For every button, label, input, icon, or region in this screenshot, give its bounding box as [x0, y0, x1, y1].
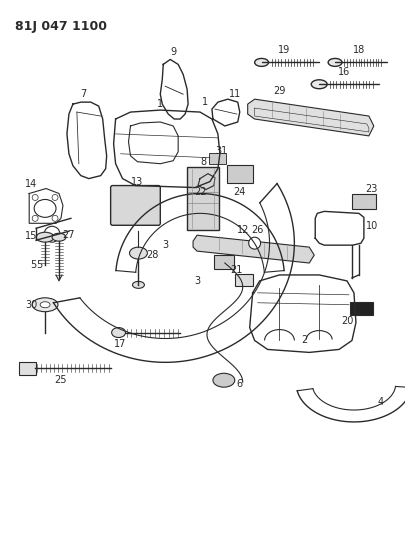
Text: 14: 14: [25, 179, 37, 189]
Circle shape: [248, 237, 260, 249]
Ellipse shape: [129, 247, 147, 259]
Text: 22: 22: [193, 187, 206, 197]
FancyBboxPatch shape: [234, 274, 252, 286]
Text: 1: 1: [201, 97, 207, 107]
Circle shape: [32, 215, 38, 221]
Text: 3: 3: [194, 276, 200, 286]
Circle shape: [32, 195, 38, 200]
Ellipse shape: [32, 298, 58, 312]
Circle shape: [44, 227, 60, 242]
Text: 13: 13: [131, 176, 143, 187]
Text: 10: 10: [365, 221, 377, 231]
Text: 27: 27: [62, 230, 75, 240]
Text: 26: 26: [251, 225, 263, 235]
Ellipse shape: [34, 199, 56, 217]
Text: 3: 3: [162, 240, 168, 250]
Text: 16: 16: [337, 67, 349, 77]
FancyBboxPatch shape: [19, 362, 36, 375]
Text: 11: 11: [228, 89, 240, 99]
FancyBboxPatch shape: [111, 185, 160, 225]
Circle shape: [52, 215, 58, 221]
FancyBboxPatch shape: [226, 165, 252, 183]
FancyBboxPatch shape: [213, 255, 233, 269]
Text: 15: 15: [25, 231, 37, 241]
Text: 4: 4: [377, 397, 383, 407]
Ellipse shape: [36, 232, 54, 242]
Text: 29: 29: [273, 86, 285, 96]
Text: 31: 31: [215, 146, 228, 156]
Ellipse shape: [212, 373, 234, 387]
Text: 24: 24: [233, 187, 245, 197]
Text: 6: 6: [236, 379, 242, 389]
Text: 9: 9: [170, 47, 176, 58]
Polygon shape: [193, 235, 313, 263]
Polygon shape: [247, 99, 373, 136]
Text: 5: 5: [30, 260, 36, 270]
Text: 21: 21: [230, 265, 242, 275]
Text: 18: 18: [352, 45, 364, 55]
Ellipse shape: [52, 233, 66, 241]
Text: 7: 7: [79, 89, 86, 99]
Text: 5: 5: [36, 260, 42, 270]
Text: 2: 2: [301, 335, 307, 345]
Ellipse shape: [327, 59, 341, 67]
FancyBboxPatch shape: [209, 154, 226, 164]
Text: 12: 12: [236, 225, 248, 235]
Ellipse shape: [254, 59, 268, 67]
Ellipse shape: [132, 281, 144, 288]
Text: 20: 20: [340, 316, 352, 326]
Text: 30: 30: [25, 300, 37, 310]
Text: 23: 23: [365, 183, 377, 193]
Text: 1: 1: [157, 99, 163, 109]
Text: 25: 25: [55, 375, 67, 385]
Ellipse shape: [111, 328, 125, 337]
FancyBboxPatch shape: [351, 193, 375, 209]
Text: 28: 28: [146, 250, 158, 260]
Ellipse shape: [40, 302, 50, 308]
FancyBboxPatch shape: [350, 302, 373, 315]
Circle shape: [52, 195, 58, 200]
Text: 17: 17: [114, 340, 126, 350]
Ellipse shape: [311, 80, 326, 88]
FancyBboxPatch shape: [186, 167, 219, 230]
Text: 19: 19: [278, 45, 290, 55]
Text: 81J 047 1100: 81J 047 1100: [15, 20, 107, 33]
Text: 8: 8: [199, 157, 206, 167]
